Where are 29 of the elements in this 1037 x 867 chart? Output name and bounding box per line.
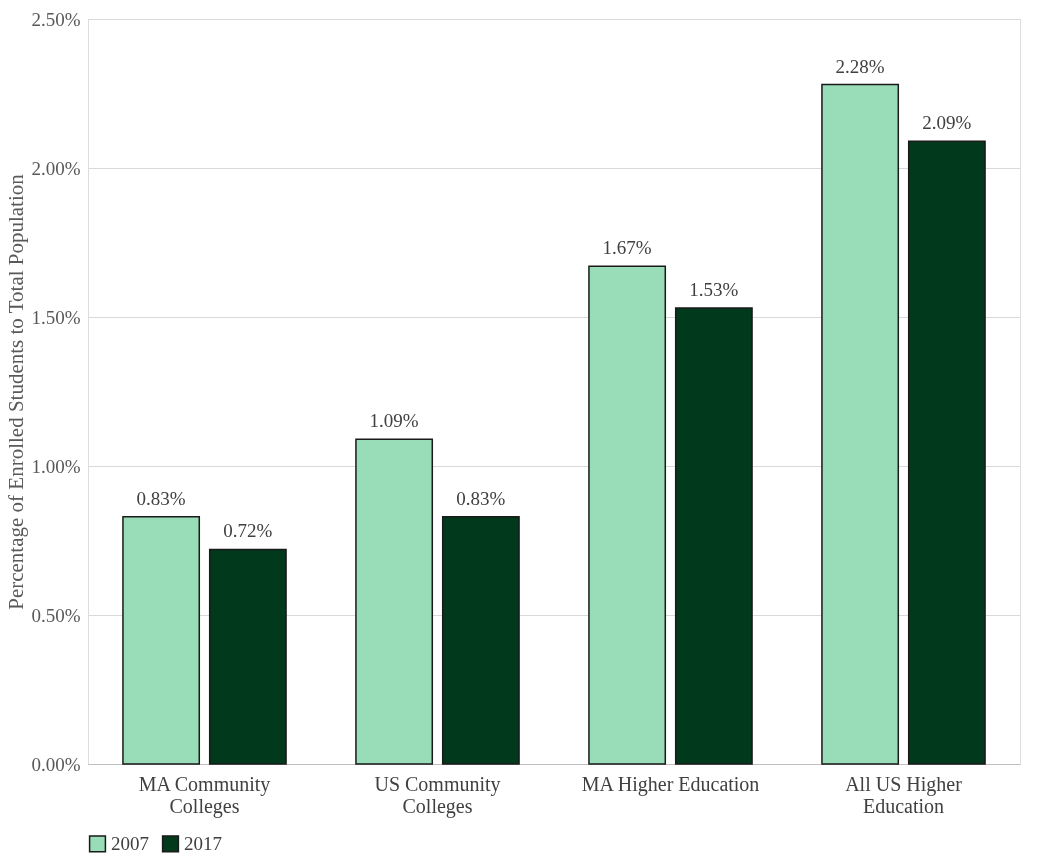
y-tick-label: 0.50%: [31, 604, 81, 626]
bar: [907, 140, 986, 765]
y-tick-label: 0.00%: [31, 753, 81, 775]
data-label: 0.72%: [223, 520, 273, 542]
x-tick-label: MA Higher Education: [581, 772, 760, 796]
x-tick-label: US Community Colleges: [374, 772, 501, 818]
y-tick-label: 1.50%: [31, 306, 81, 328]
bar: [588, 265, 667, 765]
bar: [821, 83, 900, 765]
data-label: 2.28%: [835, 55, 885, 77]
bar: [208, 548, 287, 765]
data-label: 0.83%: [136, 487, 186, 509]
bar: [674, 307, 753, 765]
y-tick-label: 1.00%: [31, 455, 81, 477]
data-label: 0.83%: [456, 487, 506, 509]
data-label: 1.53%: [689, 279, 739, 301]
data-label: 1.09%: [369, 410, 419, 432]
x-tick-label: MA Community Colleges: [138, 772, 271, 818]
data-label: 1.67%: [602, 237, 652, 259]
bar: [355, 438, 434, 765]
bar: [122, 515, 201, 765]
data-label: 2.09%: [922, 112, 972, 134]
y-axis-title: Percentage of Enrolled Students to Total Population: [4, 173, 29, 610]
y-tick-label: 2.00%: [31, 157, 81, 179]
bar: [441, 515, 520, 765]
legend-label: 2007: [111, 832, 149, 854]
y-tick-label: 2.50%: [31, 8, 81, 30]
legend-label: 2017: [184, 832, 222, 854]
x-tick-label: All US Higher Education: [845, 772, 963, 817]
